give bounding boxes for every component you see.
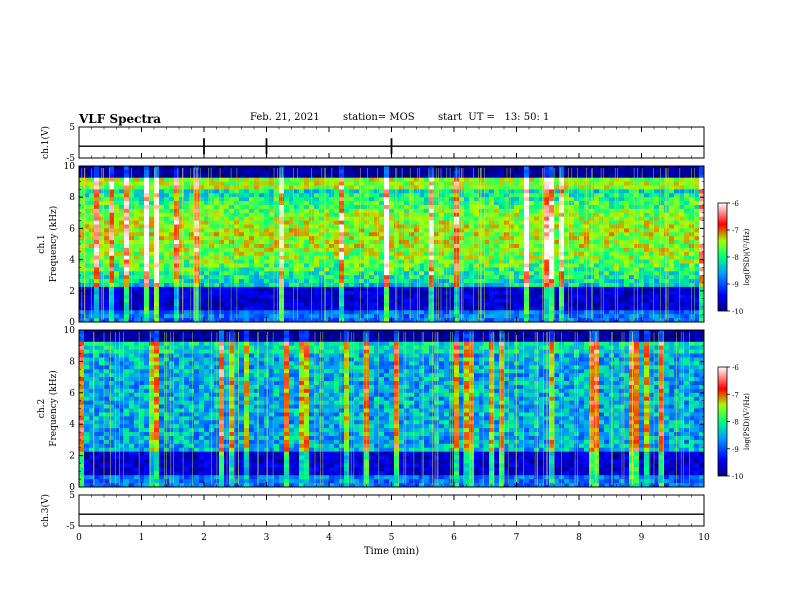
colorbar-tick-label: -9	[732, 446, 739, 454]
y-tick-label: 6	[69, 389, 75, 399]
colorbar-tick-label: -8	[732, 254, 739, 262]
start-time-label: start UT = 13: 50: 1	[438, 112, 550, 123]
y-tick-label: 10	[64, 326, 76, 336]
x-tick-label: 9	[639, 533, 645, 543]
y-axis-label: ch.1(V)	[40, 126, 51, 159]
y-axis-label: ch.3(V)	[40, 494, 51, 527]
colorbar-tick-label: -10	[732, 308, 743, 316]
x-tick-label: 3	[264, 533, 270, 543]
station-label: station= MOS	[343, 112, 415, 123]
date-label: Feb. 21, 2021	[250, 112, 320, 123]
colorbar-label: log(PSD)(V²/Hz)	[743, 228, 751, 285]
colorbar-tick-label: -6	[732, 364, 739, 372]
y-tick-label: 0	[69, 318, 75, 328]
y-tick-label: 4	[69, 256, 75, 266]
x-tick-label: 6	[451, 533, 457, 543]
x-tick-label: 2	[201, 533, 207, 543]
y-axis-label: Frequency (kHz)	[48, 206, 59, 283]
spectrogram-2-image	[79, 166, 705, 323]
figure-title: VLF Spectra	[79, 112, 162, 126]
colorbar-tick-label: -9	[732, 281, 739, 289]
y-tick-label: 2	[69, 452, 75, 462]
y-tick-label: 8	[69, 193, 75, 203]
y-tick-label: 10	[64, 162, 76, 172]
y-axis-label: ch.2	[37, 399, 47, 418]
x-tick-label: 0	[76, 533, 82, 543]
y-axis-label: ch.1	[37, 234, 47, 253]
y-tick-label: 5	[69, 491, 75, 501]
y-tick-label: 4	[69, 420, 75, 430]
x-axis-label: Time (min)	[364, 546, 419, 557]
colorbar-tick-label: -7	[732, 391, 739, 399]
y-tick-label: 0	[69, 483, 75, 493]
spectrogram-3-image	[79, 330, 705, 488]
colorbar-tick-label: -10	[732, 473, 743, 481]
x-tick-label: 7	[514, 533, 520, 543]
y-tick-label: 2	[69, 287, 75, 297]
x-tick-label: 4	[326, 533, 332, 543]
colorbar-1	[717, 202, 728, 312]
y-tick-label: 6	[69, 224, 75, 234]
colorbar-label: log(PSD)(V²/Hz)	[743, 393, 751, 450]
y-tick-label: -5	[66, 522, 75, 532]
y-tick-label: 8	[69, 357, 75, 367]
colorbar-2	[717, 366, 728, 477]
colorbar-tick-label: -6	[732, 200, 739, 208]
x-tick-label: 5	[389, 533, 395, 543]
x-tick-label: 10	[698, 533, 710, 543]
y-axis-label: Frequency (kHz)	[48, 370, 59, 447]
x-tick-label: 1	[139, 533, 145, 543]
y-tick-label: 5	[69, 123, 75, 133]
colorbar-tick-label: -8	[732, 419, 739, 427]
y-tick-label: -5	[66, 154, 75, 164]
x-tick-label: 8	[576, 533, 582, 543]
colorbar-tick-label: -7	[732, 227, 739, 235]
